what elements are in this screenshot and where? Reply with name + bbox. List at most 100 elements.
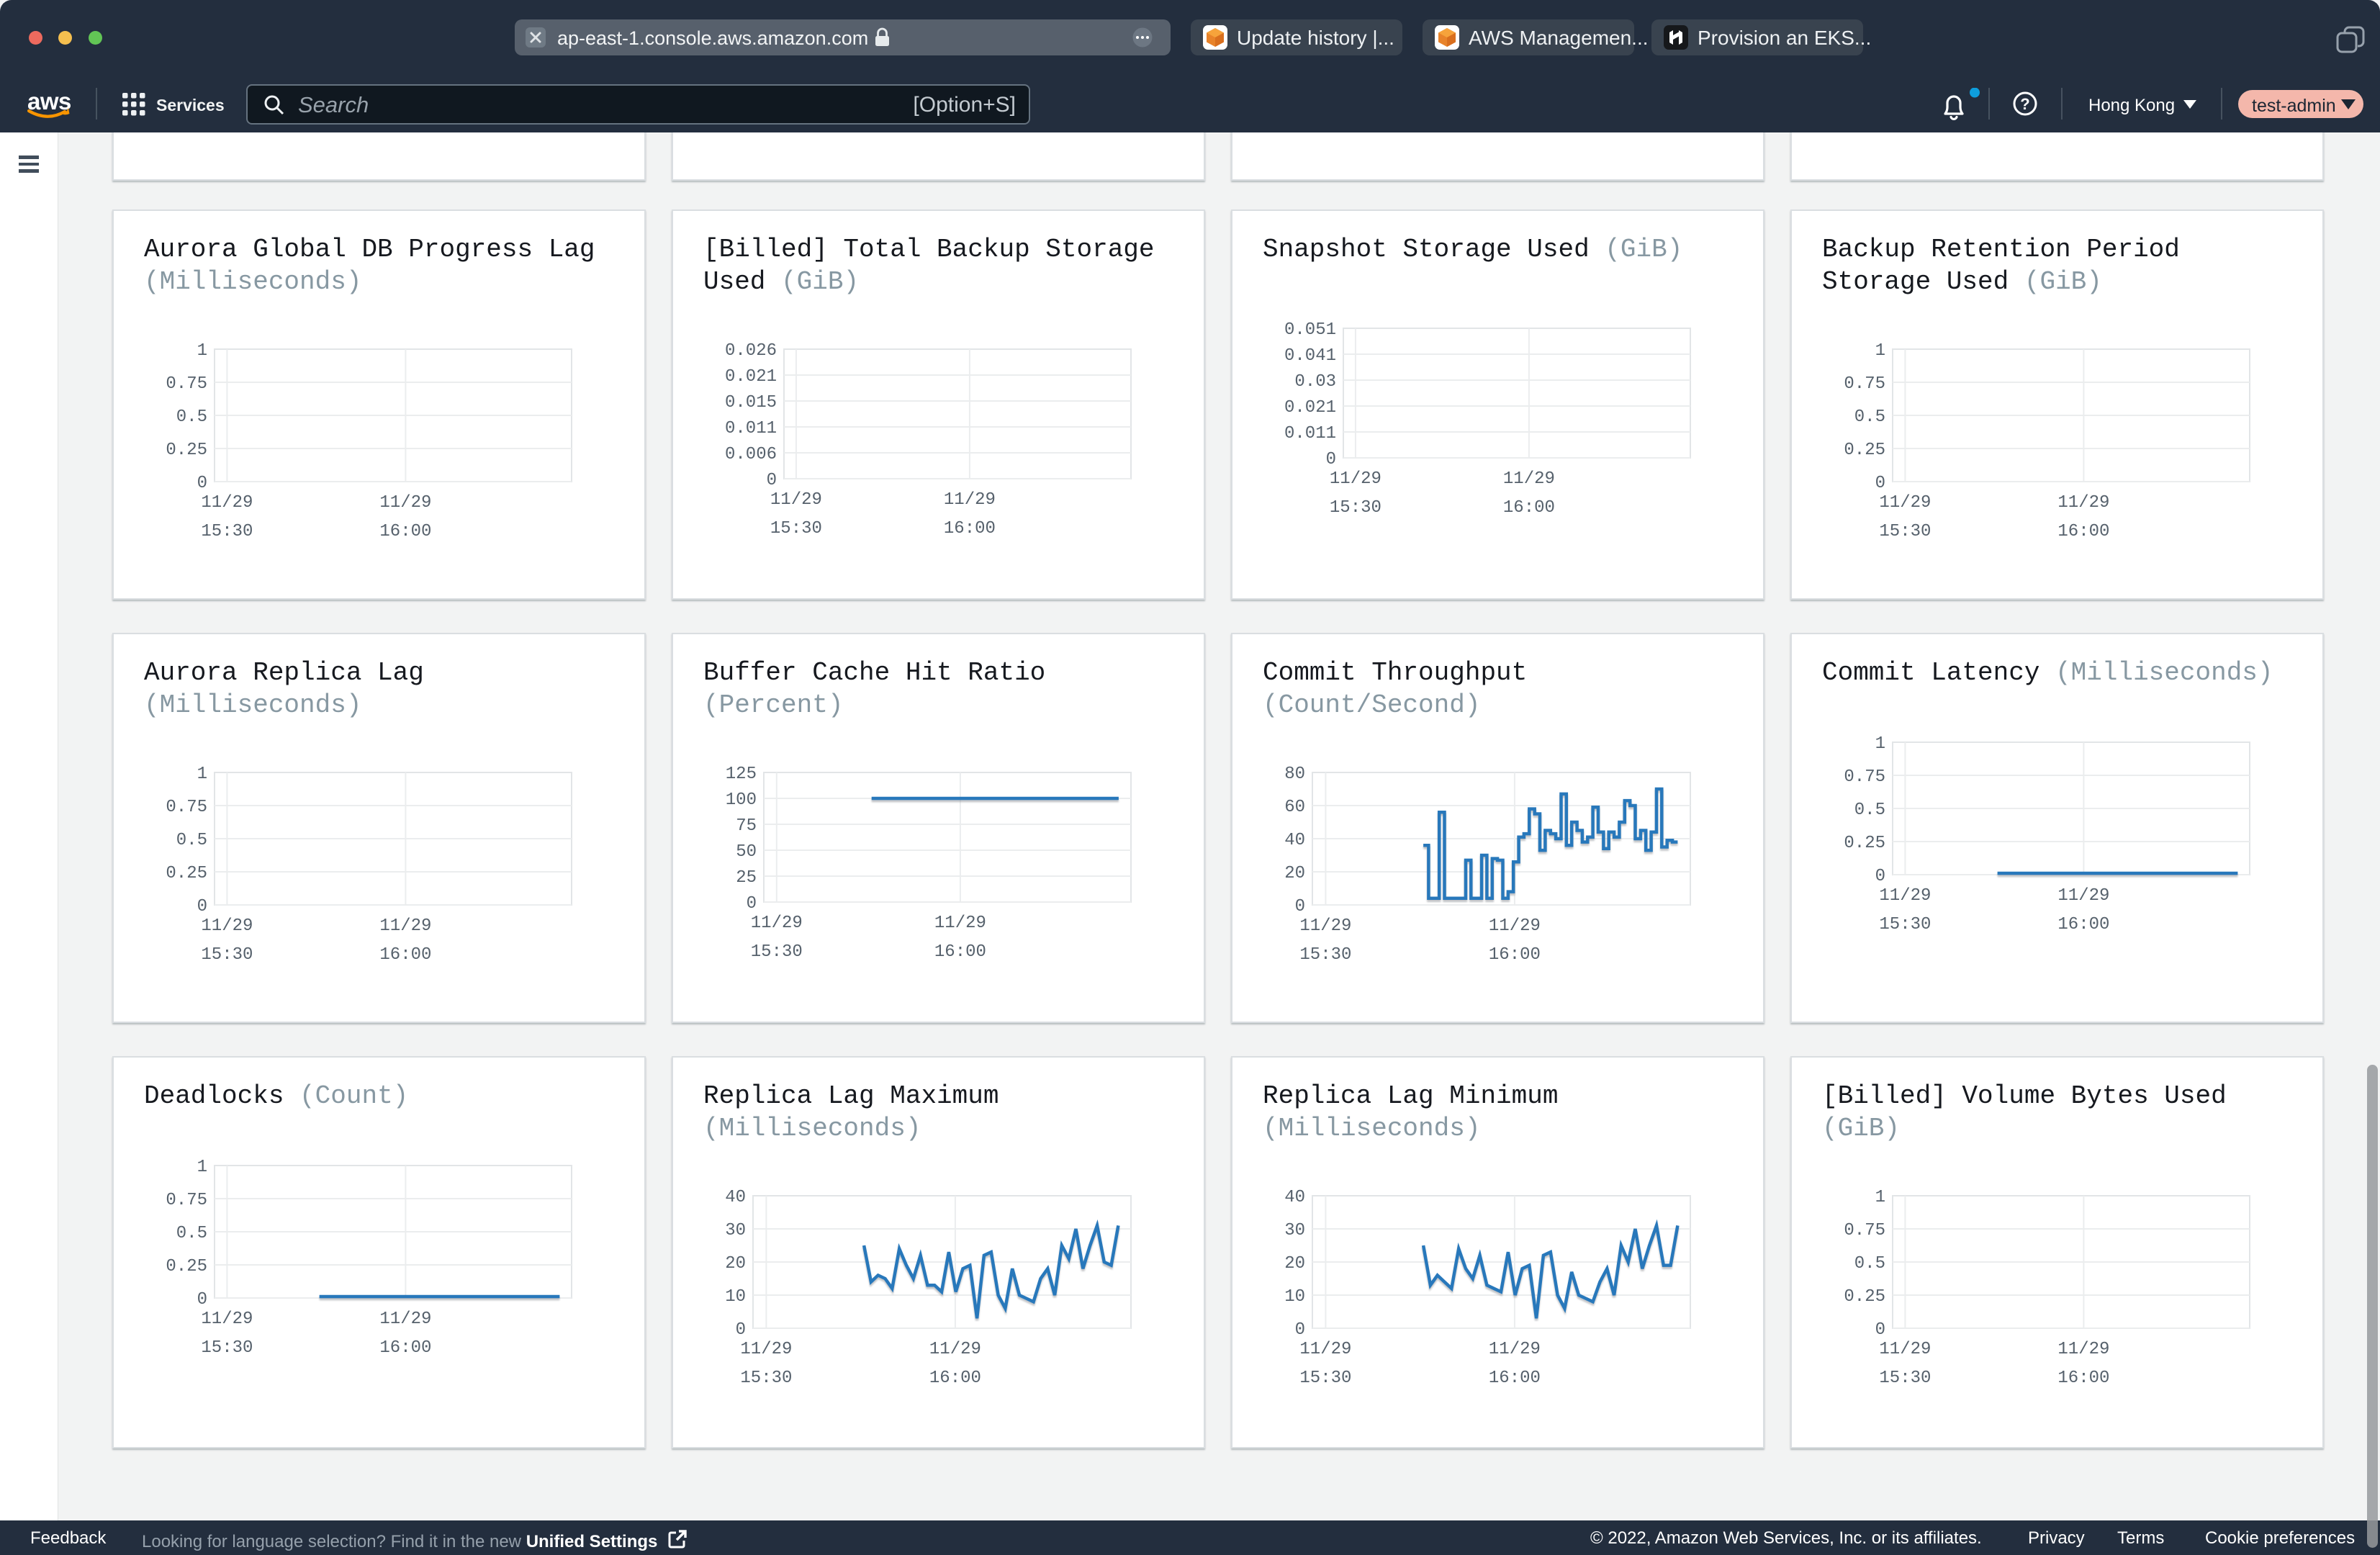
svg-text:16:00: 16:00 [379,1338,431,1358]
svg-text:11/29: 11/29 [770,490,822,510]
svg-text:0.021: 0.021 [1284,398,1336,418]
svg-text:10: 10 [725,1287,746,1307]
svg-text:ap-east-1.console.aws.amazon.c: ap-east-1.console.aws.amazon.com [557,27,868,49]
svg-text:16:00: 16:00 [944,519,996,538]
svg-text:11/29: 11/29 [201,1310,253,1329]
svg-text:Replica Lag Minimum: Replica Lag Minimum [1263,1081,1558,1111]
svg-text:15:30: 15:30 [1299,945,1351,965]
svg-text:1: 1 [1875,1188,1885,1207]
svg-text:11/29: 11/29 [1299,1340,1351,1359]
svg-text:11/29: 11/29 [1489,916,1541,936]
svg-text:0.006: 0.006 [725,445,777,464]
svg-text:0: 0 [1875,867,1885,886]
svg-text:Buffer Cache Hit Ratio: Buffer Cache Hit Ratio [703,658,1045,688]
svg-text:0.021: 0.021 [725,367,777,387]
svg-text:0.015: 0.015 [725,393,777,413]
svg-text:15:30: 15:30 [770,519,822,538]
svg-text:20: 20 [1284,1254,1305,1274]
svg-text:11/29: 11/29 [2057,493,2109,513]
svg-text:0: 0 [1326,450,1336,469]
svg-text:20: 20 [1284,864,1305,883]
svg-text:15:30: 15:30 [740,1369,792,1388]
svg-text:15:30: 15:30 [1299,1369,1351,1388]
svg-text:Commit Throughput: Commit Throughput [1263,658,1527,688]
svg-text:0.5: 0.5 [1854,801,1885,820]
svg-text:11/29: 11/29 [2057,886,2109,906]
svg-text:0.5: 0.5 [176,407,207,427]
svg-text:Storage Used (GiB): Storage Used (GiB) [1822,267,2102,297]
svg-text:0: 0 [1875,474,1885,493]
svg-text:0.75: 0.75 [166,798,207,817]
svg-text:11/29: 11/29 [751,914,803,933]
svg-text:[Billed] Total Backup Storage: [Billed] Total Backup Storage [703,235,1155,264]
svg-text:11/29: 11/29 [929,1340,981,1359]
svg-text:0.5: 0.5 [1854,1254,1885,1274]
svg-text:(Milliseconds): (Milliseconds) [144,267,361,297]
svg-text:40: 40 [725,1188,746,1207]
svg-text:0: 0 [1875,1320,1885,1340]
svg-text:(Milliseconds): (Milliseconds) [144,690,361,720]
svg-text:11/29: 11/29 [201,493,253,513]
svg-text:11/29: 11/29 [1879,493,1931,513]
svg-text:15:30: 15:30 [1879,915,1931,934]
svg-text:0.051: 0.051 [1284,320,1336,340]
svg-text:11/29: 11/29 [934,914,986,933]
svg-text:25: 25 [736,868,757,888]
svg-text:(Percent): (Percent) [703,690,843,720]
svg-text:0.011: 0.011 [1284,424,1336,443]
svg-text:16:00: 16:00 [2057,1369,2109,1388]
svg-text:Backup Retention Period: Backup Retention Period [1822,235,2180,264]
svg-text:0.026: 0.026 [725,341,777,361]
svg-text:11/29: 11/29 [379,916,431,936]
svg-text:15:30: 15:30 [1330,498,1381,518]
svg-text:80: 80 [1284,765,1305,784]
svg-text:Commit Latency (Milliseconds): Commit Latency (Milliseconds) [1822,658,2273,688]
svg-text:0.25: 0.25 [1844,834,1885,853]
svg-text:0.011: 0.011 [725,419,777,438]
svg-text:(Milliseconds): (Milliseconds) [703,1114,921,1143]
svg-text:aws: aws [27,88,71,114]
svg-text:0.75: 0.75 [1844,374,1885,394]
svg-text:16:00: 16:00 [934,942,986,962]
svg-text:15:30: 15:30 [201,945,253,965]
svg-text:11/29: 11/29 [1330,469,1381,489]
svg-text:0.25: 0.25 [166,1257,207,1276]
svg-text:16:00: 16:00 [1489,945,1541,965]
svg-text:1: 1 [1875,734,1885,754]
svg-text:0.75: 0.75 [1844,1221,1885,1240]
svg-text:15:30: 15:30 [1879,522,1931,541]
svg-text:0.041: 0.041 [1284,346,1336,366]
svg-text:Replica Lag Maximum: Replica Lag Maximum [703,1081,999,1111]
svg-text:15:30: 15:30 [201,522,253,541]
svg-text:11/29: 11/29 [1489,1340,1541,1359]
svg-text:Aurora Replica Lag: Aurora Replica Lag [144,658,424,688]
svg-text:15:30: 15:30 [751,942,803,962]
svg-text:0.75: 0.75 [1844,767,1885,787]
svg-text:16:00: 16:00 [1489,1369,1541,1388]
svg-text:11/29: 11/29 [944,490,996,510]
svg-text:15:30: 15:30 [1879,1369,1931,1388]
svg-text:125: 125 [726,765,757,784]
svg-text:40: 40 [1284,831,1305,850]
svg-text:0.5: 0.5 [1854,407,1885,427]
svg-text:16:00: 16:00 [2057,915,2109,934]
svg-text:30: 30 [725,1221,746,1240]
svg-text:10: 10 [1284,1287,1305,1307]
svg-text:0.03: 0.03 [1294,372,1336,392]
svg-text:(GiB): (GiB) [1822,1114,1900,1143]
svg-text:0: 0 [1295,897,1305,916]
svg-text:1: 1 [197,1158,207,1177]
svg-text:16:00: 16:00 [379,522,431,541]
svg-text:Snapshot Storage Used (GiB): Snapshot Storage Used (GiB) [1263,235,1682,264]
svg-text:0.5: 0.5 [176,831,207,850]
svg-text:(Milliseconds): (Milliseconds) [1263,1114,1480,1143]
svg-text:0: 0 [197,897,207,916]
svg-text:0.75: 0.75 [166,374,207,394]
svg-text:11/29: 11/29 [1879,1340,1931,1359]
svg-text:Used (GiB): Used (GiB) [703,267,859,297]
svg-text:0.25: 0.25 [166,864,207,883]
svg-text:75: 75 [736,816,757,836]
svg-text:0: 0 [1295,1320,1305,1340]
svg-text:11/29: 11/29 [2057,1340,2109,1359]
svg-text:50: 50 [736,842,757,862]
